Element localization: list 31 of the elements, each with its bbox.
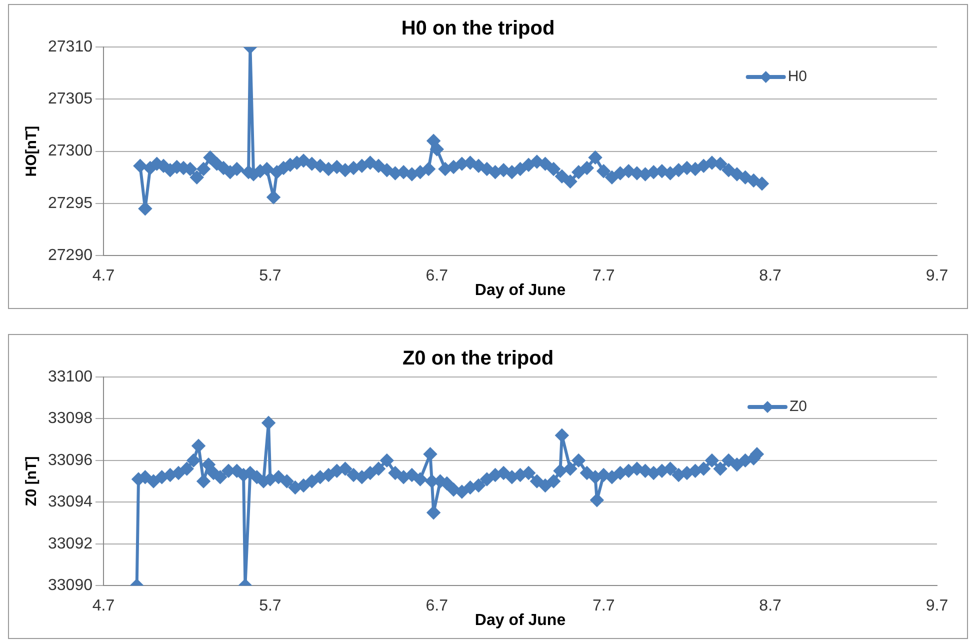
y-tick-label: 33098 xyxy=(48,410,93,428)
x-tick-label: 9.7 xyxy=(926,268,948,285)
x-tick-label: 5.7 xyxy=(259,598,282,615)
chart-title: H0 on the tripod xyxy=(401,18,555,40)
y-tick-label: 33100 xyxy=(48,368,93,386)
y-tick-label: 27295 xyxy=(48,194,93,212)
y-tick-label: 27300 xyxy=(48,142,93,160)
y-tick-label: 27310 xyxy=(48,38,93,56)
y-tick-label: 33094 xyxy=(48,494,93,511)
x-axis-title: Day of June xyxy=(474,282,566,299)
y-tick-label: 27305 xyxy=(48,90,93,108)
x-tick-label: 8.7 xyxy=(759,598,782,615)
legend-label: H0 xyxy=(788,68,808,86)
x-tick-label: 7.7 xyxy=(592,598,615,615)
y-tick-label: 33092 xyxy=(48,535,93,552)
x-tick-label: 8.7 xyxy=(759,268,782,285)
y-axis-title: HO[nT] xyxy=(23,126,40,177)
x-axis-title: Day of June xyxy=(474,612,566,629)
x-tick-label: 4.7 xyxy=(92,598,115,615)
x-tick-label: 5.7 xyxy=(259,268,282,285)
legend-label: Z0 xyxy=(789,398,808,416)
x-tick-label: 9.7 xyxy=(926,598,948,615)
x-tick-label: 7.7 xyxy=(592,268,615,285)
y-axis-title: Z0 [nT] xyxy=(23,456,40,506)
x-tick-label: 4.7 xyxy=(92,268,115,285)
x-tick-label: 6.7 xyxy=(426,598,448,615)
x-tick-label: 6.7 xyxy=(426,268,448,285)
y-tick-label: 27290 xyxy=(48,247,93,264)
y-tick-label: 33090 xyxy=(48,577,93,594)
chart-title: Z0 on the tripod xyxy=(402,348,554,370)
y-tick-label: 33096 xyxy=(48,452,93,469)
